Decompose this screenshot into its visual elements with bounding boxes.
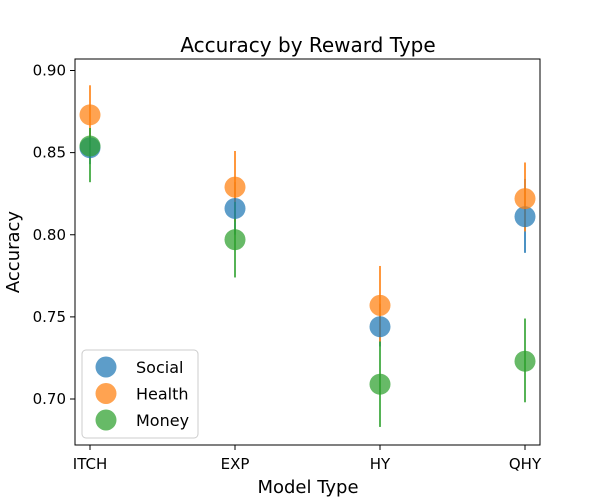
point-health	[79, 104, 101, 126]
legend-label-social: Social	[136, 358, 183, 377]
x-tick-label: EXP	[221, 455, 250, 473]
x-axis-ticks: ITCH EXP HY QHY	[73, 445, 542, 473]
y-tick-label: 0.90	[33, 61, 66, 79]
x-tick-label: HY	[370, 455, 391, 473]
x-tick-label: QHY	[509, 455, 542, 473]
y-axis-ticks: 0.70 0.75 0.80 0.85 0.90	[33, 61, 75, 408]
point-money	[514, 350, 536, 372]
point-social	[514, 206, 536, 228]
point-money	[224, 229, 246, 251]
legend-label-money: Money	[136, 411, 189, 430]
point-social	[369, 316, 391, 338]
y-tick-label: 0.85	[33, 144, 66, 162]
legend-label-health: Health	[136, 385, 189, 404]
legend-marker-money	[95, 409, 117, 431]
point-money	[369, 373, 391, 395]
legend-marker-social	[95, 356, 117, 378]
y-tick-label: 0.70	[33, 390, 66, 408]
y-tick-label: 0.80	[33, 226, 66, 244]
plot-frame	[74, 58, 541, 446]
y-axis-label: Accuracy	[3, 211, 24, 294]
data-points	[79, 104, 536, 395]
point-health	[369, 294, 391, 316]
point-health	[514, 188, 536, 210]
point-health	[224, 176, 246, 198]
legend-marker-health	[95, 383, 117, 404]
x-axis-label: Model Type	[257, 477, 358, 498]
point-money	[79, 135, 101, 157]
y-tick-label: 0.75	[33, 308, 66, 326]
point-social	[224, 197, 246, 219]
x-tick-label: ITCH	[73, 455, 107, 473]
legend: Social Health Money	[81, 349, 199, 439]
chart-title: Accuracy by Reward Type	[180, 33, 435, 57]
